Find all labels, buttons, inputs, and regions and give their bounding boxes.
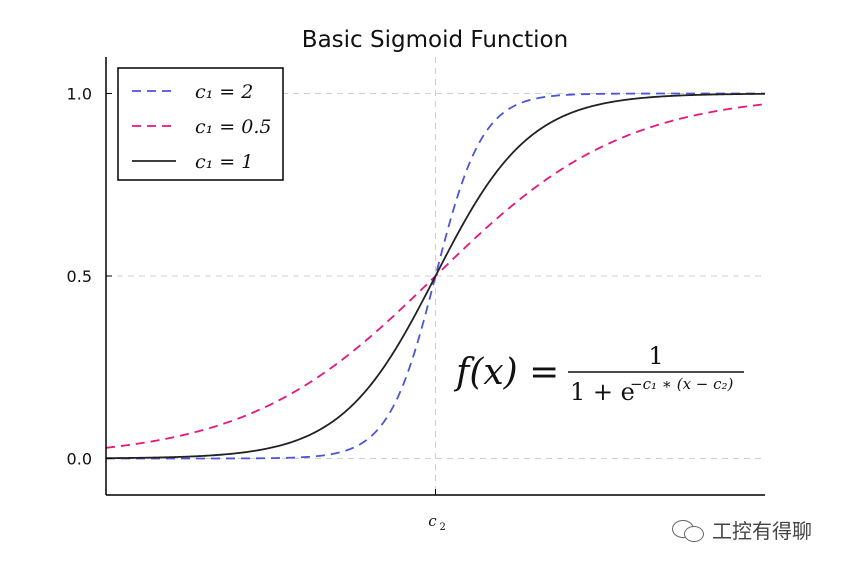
formula-numerator: 1: [648, 342, 663, 370]
y-tick-label: 1.0: [67, 85, 92, 104]
formula: f(x) = 1 1 + e −c₁ ∗ (x − c₂): [453, 342, 744, 406]
formula-exponent: −c₁ ∗ (x − c₂): [630, 375, 734, 393]
grid-lines: [106, 57, 765, 495]
wechat-icon: [672, 518, 706, 542]
watermark-text: 工控有得聊: [712, 519, 812, 543]
curves: [105, 92, 766, 460]
legend-label-0: c₁ = 2: [195, 81, 253, 103]
watermark: 工控有得聊: [672, 515, 812, 544]
y-tick-label: 0.5: [67, 267, 92, 286]
y-tick-label: 0.0: [67, 450, 92, 469]
formula-lhs: f(x) =: [453, 352, 559, 393]
formula-denominator: 1 + e: [570, 378, 635, 406]
x-tick-label-subscript: 2: [440, 522, 446, 533]
legend-label-1: c₁ = 0.5: [195, 116, 271, 138]
y-ticks: 0.0 0.5 1.0: [67, 85, 112, 469]
x-tick-label: c: [428, 512, 437, 530]
legend: c₁ = 2 c₁ = 0.5 c₁ = 1: [117, 67, 284, 181]
chart-title: Basic Sigmoid Function: [302, 27, 568, 53]
legend-label-2: c₁ = 1: [195, 151, 253, 173]
series-line-2: [105, 92, 766, 460]
series-line-0: [106, 92, 765, 460]
